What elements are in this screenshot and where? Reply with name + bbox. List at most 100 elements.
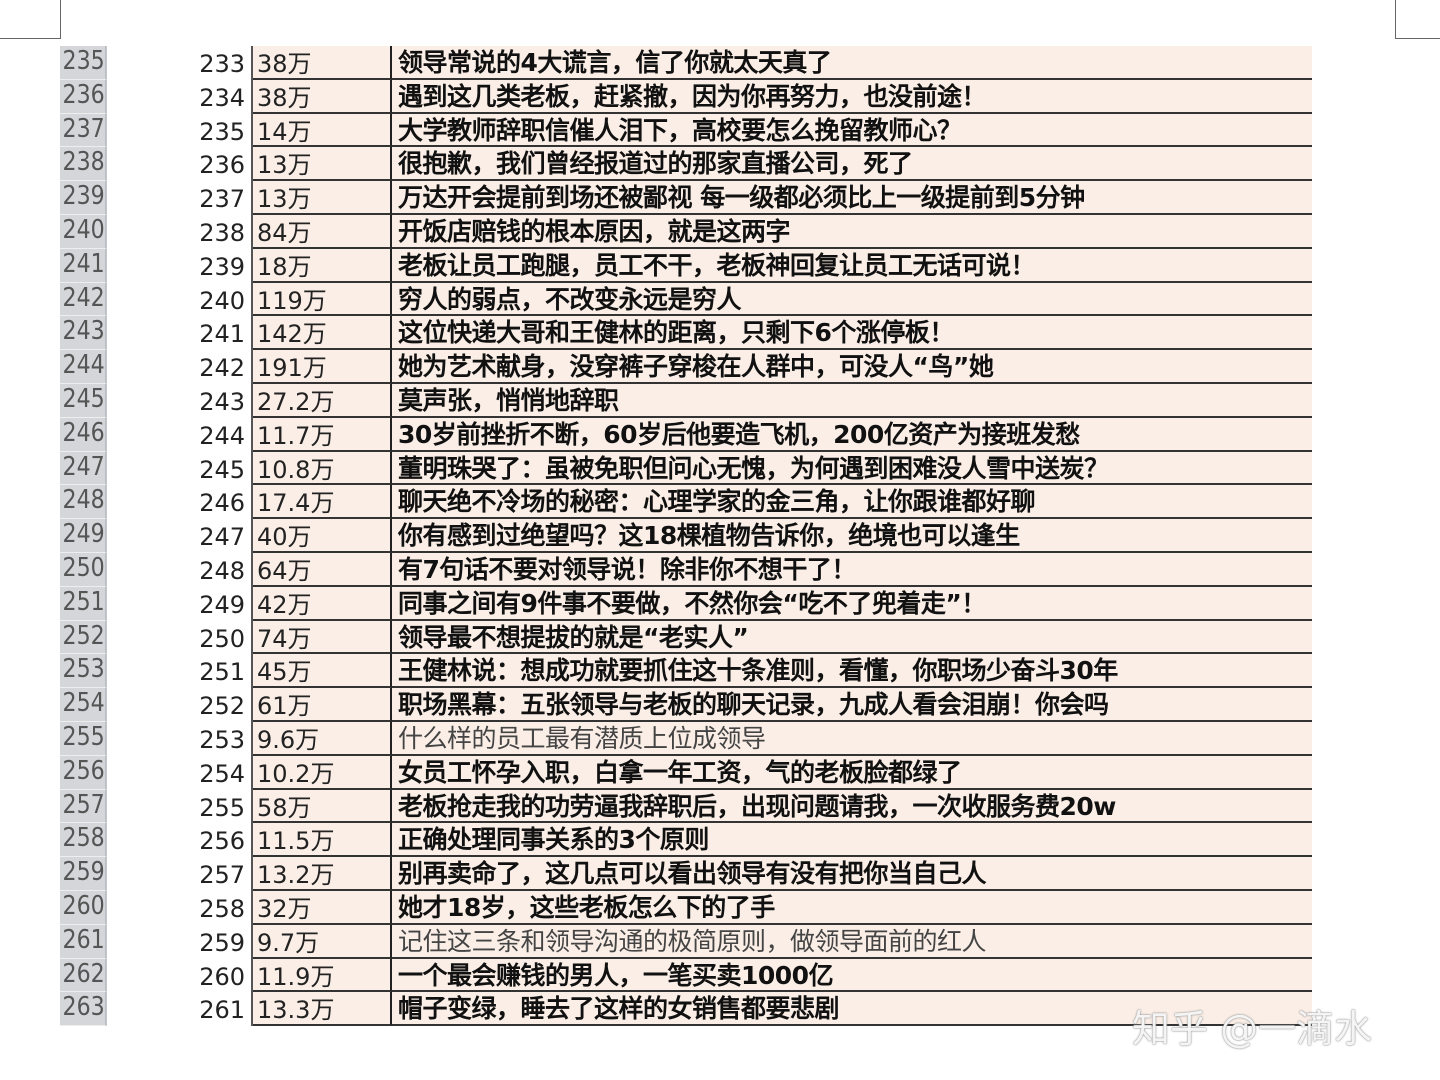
title-cell[interactable]: 董明珠哭了：虽被免职但问心无愧，为何遇到困难没人雪中送炭？ bbox=[392, 451, 1312, 486]
title-cell[interactable]: 聊天绝不冷场的秘密：心理学家的金三角，让你跟谁都好聊 bbox=[392, 485, 1312, 520]
table-row[interactable]: 248 246 17.4万 聊天绝不冷场的秘密：心理学家的金三角，让你跟谁都好聊 bbox=[60, 485, 1312, 520]
row-header[interactable]: 256 bbox=[60, 755, 107, 790]
row-header[interactable]: 241 bbox=[60, 248, 107, 283]
title-cell[interactable]: 30岁前挫折不断，60岁后他要造飞机，200亿资产为接班发愁 bbox=[392, 417, 1312, 452]
index-cell[interactable]: 243 bbox=[115, 383, 253, 418]
views-cell[interactable]: 17.4万 bbox=[253, 485, 392, 520]
title-cell[interactable]: 一个最会赚钱的男人，一笔买卖1000亿 bbox=[392, 958, 1312, 993]
index-cell[interactable]: 236 bbox=[115, 147, 253, 182]
row-header[interactable]: 237 bbox=[60, 113, 107, 148]
table-row[interactable]: 246 244 11.7万 30岁前挫折不断，60岁后他要造飞机，200亿资产为接班发… bbox=[60, 417, 1312, 452]
table-row[interactable]: 252 250 74万 领导最不想提拔的就是“老实人” bbox=[60, 620, 1312, 655]
table-row[interactable]: 243 241 142万 这位快递大哥和王健林的距离，只剩下6个涨停板！ bbox=[60, 316, 1312, 351]
views-cell[interactable]: 42万 bbox=[253, 586, 392, 621]
title-cell[interactable]: 万达开会提前到场还被鄙视 每一级都必须比上一级提前到5分钟 bbox=[392, 181, 1312, 215]
row-header[interactable]: 243 bbox=[60, 316, 107, 351]
views-cell[interactable]: 10.2万 bbox=[253, 755, 392, 790]
title-cell[interactable]: 记住这三条和领导沟通的极简原则，做领导面前的红人 bbox=[392, 924, 1312, 959]
index-cell[interactable]: 241 bbox=[115, 316, 253, 351]
index-cell[interactable]: 254 bbox=[115, 755, 253, 790]
table-row[interactable]: 242 240 119万 穷人的弱点，不改变永远是穷人 bbox=[60, 282, 1312, 317]
title-cell[interactable]: 有7句话不要对领导说！除非你不想干了！ bbox=[392, 552, 1312, 587]
index-cell[interactable]: 248 bbox=[115, 552, 253, 587]
title-cell[interactable]: 开饭店赔钱的根本原因，就是这两字 bbox=[392, 214, 1312, 249]
title-cell[interactable]: 正确处理同事关系的3个原则 bbox=[392, 823, 1312, 858]
views-cell[interactable]: 191万 bbox=[253, 350, 392, 384]
views-cell[interactable]: 13万 bbox=[253, 181, 392, 215]
row-header[interactable]: 248 bbox=[60, 485, 107, 520]
row-header[interactable]: 239 bbox=[60, 181, 107, 215]
views-cell[interactable]: 9.7万 bbox=[253, 924, 392, 959]
row-header[interactable]: 255 bbox=[60, 721, 107, 756]
index-cell[interactable]: 240 bbox=[115, 282, 253, 317]
row-header[interactable]: 254 bbox=[60, 688, 107, 722]
row-header[interactable]: 250 bbox=[60, 552, 107, 587]
index-cell[interactable]: 234 bbox=[115, 79, 253, 114]
table-row[interactable]: 245 243 27.2万 莫声张，悄悄地辞职 bbox=[60, 383, 1312, 418]
views-cell[interactable]: 84万 bbox=[253, 214, 392, 249]
table-row[interactable]: 235 233 38万 领导常说的4大谎言，信了你就太天真了 bbox=[60, 46, 1312, 80]
views-cell[interactable]: 38万 bbox=[253, 79, 392, 114]
title-cell[interactable]: 领导最不想提拔的就是“老实人” bbox=[392, 620, 1312, 655]
views-cell[interactable]: 11.7万 bbox=[253, 417, 392, 452]
index-cell[interactable]: 237 bbox=[115, 181, 253, 215]
views-cell[interactable]: 45万 bbox=[253, 654, 392, 689]
table-row[interactable]: 240 238 84万 开饭店赔钱的根本原因，就是这两字 bbox=[60, 214, 1312, 249]
index-cell[interactable]: 233 bbox=[115, 46, 253, 80]
index-cell[interactable]: 252 bbox=[115, 688, 253, 722]
title-cell[interactable]: 女员工怀孕入职，白拿一年工资，气的老板脸都绿了 bbox=[392, 755, 1312, 790]
title-cell[interactable]: 同事之间有9件事不要做，不然你会“吃不了兜着走”！ bbox=[392, 586, 1312, 621]
title-cell[interactable]: 莫声张，悄悄地辞职 bbox=[392, 383, 1312, 418]
table-row[interactable]: 259 257 13.2万 别再卖命了，这几点可以看出领导有没有把你当自己人 bbox=[60, 857, 1312, 891]
table-row[interactable]: 260 258 32万 她才18岁，这些老板怎么下的了手 bbox=[60, 890, 1312, 925]
views-cell[interactable]: 142万 bbox=[253, 316, 392, 351]
views-cell[interactable]: 11.5万 bbox=[253, 823, 392, 858]
table-row[interactable]: 255 253 9.6万 什么样的员工最有潜质上位成领导 bbox=[60, 721, 1312, 756]
views-cell[interactable]: 61万 bbox=[253, 688, 392, 722]
views-cell[interactable]: 18万 bbox=[253, 248, 392, 283]
index-cell[interactable]: 250 bbox=[115, 620, 253, 655]
title-cell[interactable]: 老板抢走我的功劳逼我辞职后，出现问题请我，一次收服务费20w bbox=[392, 789, 1312, 824]
row-header[interactable]: 238 bbox=[60, 147, 107, 182]
row-header[interactable]: 262 bbox=[60, 958, 107, 993]
table-row[interactable]: 239 237 13万 万达开会提前到场还被鄙视 每一级都必须比上一级提前到5分钟 bbox=[60, 181, 1312, 215]
title-cell[interactable]: 这位快递大哥和王健林的距离，只剩下6个涨停板！ bbox=[392, 316, 1312, 351]
views-cell[interactable]: 32万 bbox=[253, 890, 392, 925]
views-cell[interactable]: 64万 bbox=[253, 552, 392, 587]
table-row[interactable]: 247 245 10.8万 董明珠哭了：虽被免职但问心无愧，为何遇到困难没人雪中送炭？ bbox=[60, 451, 1312, 486]
title-cell[interactable]: 她才18岁，这些老板怎么下的了手 bbox=[392, 890, 1312, 925]
title-cell[interactable]: 大学教师辞职信催人泪下，高校要怎么挽留教师心？ bbox=[392, 113, 1312, 148]
row-header[interactable]: 259 bbox=[60, 857, 107, 891]
views-cell[interactable]: 11.9万 bbox=[253, 958, 392, 993]
index-cell[interactable]: 251 bbox=[115, 654, 253, 689]
table-row[interactable]: 237 235 14万 大学教师辞职信催人泪下，高校要怎么挽留教师心？ bbox=[60, 113, 1312, 148]
index-cell[interactable]: 249 bbox=[115, 586, 253, 621]
index-cell[interactable]: 257 bbox=[115, 857, 253, 891]
views-cell[interactable]: 40万 bbox=[253, 519, 392, 553]
index-cell[interactable]: 246 bbox=[115, 485, 253, 520]
title-cell[interactable]: 领导常说的4大谎言，信了你就太天真了 bbox=[392, 46, 1312, 80]
index-cell[interactable]: 255 bbox=[115, 789, 253, 824]
row-header[interactable]: 252 bbox=[60, 620, 107, 655]
views-cell[interactable]: 13万 bbox=[253, 147, 392, 182]
views-cell[interactable]: 10.8万 bbox=[253, 451, 392, 486]
views-cell[interactable]: 58万 bbox=[253, 789, 392, 824]
views-cell[interactable]: 13.3万 bbox=[253, 992, 392, 1027]
title-cell[interactable]: 王健林说：想成功就要抓住这十条准则，看懂，你职场少奋斗30年 bbox=[392, 654, 1312, 689]
row-header[interactable]: 251 bbox=[60, 586, 107, 621]
index-cell[interactable]: 239 bbox=[115, 248, 253, 283]
table-row[interactable]: 262 260 11.9万 一个最会赚钱的男人，一笔买卖1000亿 bbox=[60, 958, 1312, 993]
views-cell[interactable]: 14万 bbox=[253, 113, 392, 148]
table-row[interactable]: 263 261 13.3万 帽子变绿，睡去了这样的女销售都要悲剧 bbox=[60, 992, 1312, 1027]
table-row[interactable]: 236 234 38万 遇到这几类老板，赶紧撤，因为你再努力，也没前途！ bbox=[60, 79, 1312, 114]
row-header[interactable]: 261 bbox=[60, 924, 107, 959]
index-cell[interactable]: 242 bbox=[115, 350, 253, 384]
title-cell[interactable]: 老板让员工跑腿，员工不干，老板神回复让员工无话可说！ bbox=[392, 248, 1312, 283]
table-row[interactable]: 253 251 45万 王健林说：想成功就要抓住这十条准则，看懂，你职场少奋斗30年 bbox=[60, 654, 1312, 689]
index-cell[interactable]: 247 bbox=[115, 519, 253, 553]
table-row[interactable]: 249 247 40万 你有感到过绝望吗？这18棵植物告诉你，绝境也可以逢生 bbox=[60, 519, 1312, 553]
row-header[interactable]: 245 bbox=[60, 383, 107, 418]
row-header[interactable]: 235 bbox=[60, 46, 107, 80]
row-header[interactable]: 247 bbox=[60, 451, 107, 486]
index-cell[interactable]: 258 bbox=[115, 890, 253, 925]
